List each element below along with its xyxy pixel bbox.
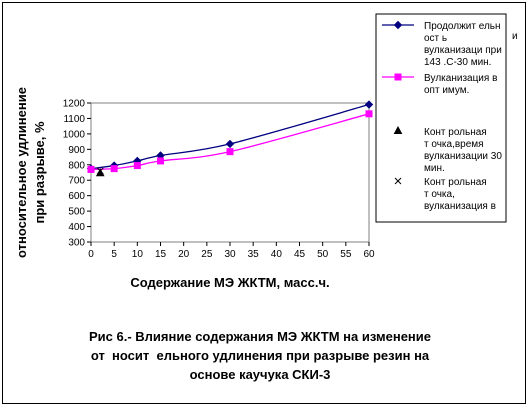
legend-entry-label: Конт рольная xyxy=(424,127,487,138)
legend-entry-label: вулканизация в xyxy=(424,201,496,212)
y-axis-title: относительное удлинение xyxy=(14,87,29,258)
diamond-marker xyxy=(393,20,403,30)
legend-entry-label: вулканизаци при xyxy=(424,45,502,56)
legend-entry-label: мин. xyxy=(424,163,445,174)
diamond-marker xyxy=(364,100,374,109)
y-tick-label: 1200 xyxy=(63,99,86,110)
figure-caption: Рис 6.- Влияние содержания МЭ ЖКТМ на из… xyxy=(40,327,480,384)
square-marker xyxy=(394,73,402,81)
x-tick-label: 20 xyxy=(178,249,190,260)
square-marker xyxy=(226,148,234,156)
x-tick-label: 30 xyxy=(224,249,236,260)
x-tick-label: 25 xyxy=(201,249,213,260)
stray-char: и xyxy=(512,31,518,42)
y-tick-label: 800 xyxy=(68,160,85,171)
y-tick-label: 300 xyxy=(68,238,85,249)
x-tick-label: 15 xyxy=(155,249,167,260)
x-marker-stroke xyxy=(96,167,104,175)
diamond-marker xyxy=(225,139,235,149)
x-tick-label: 40 xyxy=(271,249,283,260)
x-tick-label: 10 xyxy=(132,249,144,260)
legend-box xyxy=(375,13,507,223)
x-tick-label: 5 xyxy=(111,249,117,260)
square-marker xyxy=(87,165,95,173)
square-marker xyxy=(365,110,373,118)
series-line-0 xyxy=(90,103,370,170)
y-tick-label: 900 xyxy=(68,145,85,156)
x-tick-label: 45 xyxy=(294,249,306,260)
y-tick-label: 1000 xyxy=(63,129,86,140)
y-tick-label: 1100 xyxy=(63,114,85,125)
square-marker xyxy=(133,162,141,170)
x-tick-label: 35 xyxy=(248,249,260,260)
x-tick-label: 55 xyxy=(340,249,352,260)
triangle-marker xyxy=(95,168,105,177)
legend-entry-label: Вулканизация в xyxy=(424,73,497,84)
y-tick-label: 600 xyxy=(68,191,85,202)
y-tick-label: 400 xyxy=(68,222,85,233)
caption-line: от носит ельного удлинения при разрыве р… xyxy=(90,348,430,363)
legend-entry-label: т очка, xyxy=(424,189,455,200)
square-marker xyxy=(157,157,164,165)
x-marker xyxy=(394,177,402,185)
caption-line: Рис 6.- Влияние содержания МЭ ЖКТМ на из… xyxy=(89,329,431,344)
legend-entry-label: 143 .С-30 мин. xyxy=(424,57,491,68)
legend-entry-label: ост ь xyxy=(424,33,447,44)
y-tick-label: 500 xyxy=(68,207,85,218)
legend-entry-label: Конт рольная xyxy=(424,177,487,188)
plot-area xyxy=(90,102,370,243)
x-marker xyxy=(96,167,104,175)
legend-entry-label: опт имум. xyxy=(424,85,469,96)
legend-entry-label: т очка,время xyxy=(424,139,484,150)
x-axis-title: Содержание МЭ ЖКТМ, масс.ч. xyxy=(130,275,329,290)
x-tick-label: 0 xyxy=(88,249,94,260)
y-axis-title: при разрыве, % xyxy=(32,121,47,224)
x-tick-label: 50 xyxy=(317,249,329,260)
y-tick-label: 700 xyxy=(68,176,85,187)
x-marker-stroke xyxy=(394,177,402,185)
x-tick-label: 60 xyxy=(363,249,375,260)
caption-line: основе каучука СКИ-3 xyxy=(189,367,331,382)
legend-entry-label: Продолжит ельн xyxy=(424,21,501,32)
square-marker xyxy=(110,165,118,173)
triangle-marker xyxy=(393,125,403,134)
legend-entry-label: вулканизации 30 xyxy=(424,151,502,162)
